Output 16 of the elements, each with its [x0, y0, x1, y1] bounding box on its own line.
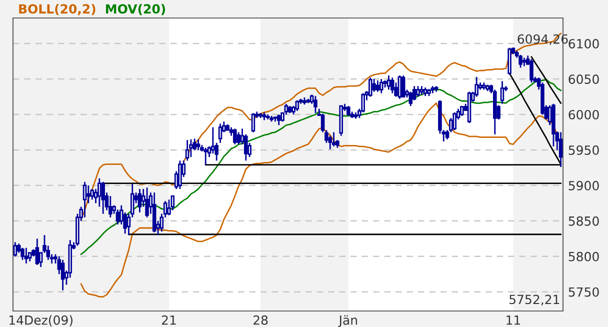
y-tick-label: 5900 — [568, 180, 599, 190]
x-tick-label: 14Dez(09) — [9, 315, 72, 326]
y-tick-label: 5850 — [568, 216, 599, 226]
x-tick-label: 21 — [162, 315, 176, 325]
annotation: 5752,21 — [510, 294, 560, 306]
y-tick-label: 5750 — [568, 287, 599, 297]
x-tick-label: 28 — [254, 315, 268, 325]
text: MOV(20) — [106, 4, 166, 16]
y-tick-label: 6100 — [568, 39, 599, 48]
y-tick-label: 6050 — [568, 74, 599, 84]
y-tick-label: 6000 — [568, 110, 599, 120]
y-tick-label: 5800 — [568, 252, 599, 262]
x-tick-label: Jän — [338, 315, 357, 327]
x-tick-label: 11 — [506, 316, 520, 325]
text: BOLL(20,2) — [19, 4, 96, 16]
y-tick-label: 5950 — [568, 145, 599, 155]
